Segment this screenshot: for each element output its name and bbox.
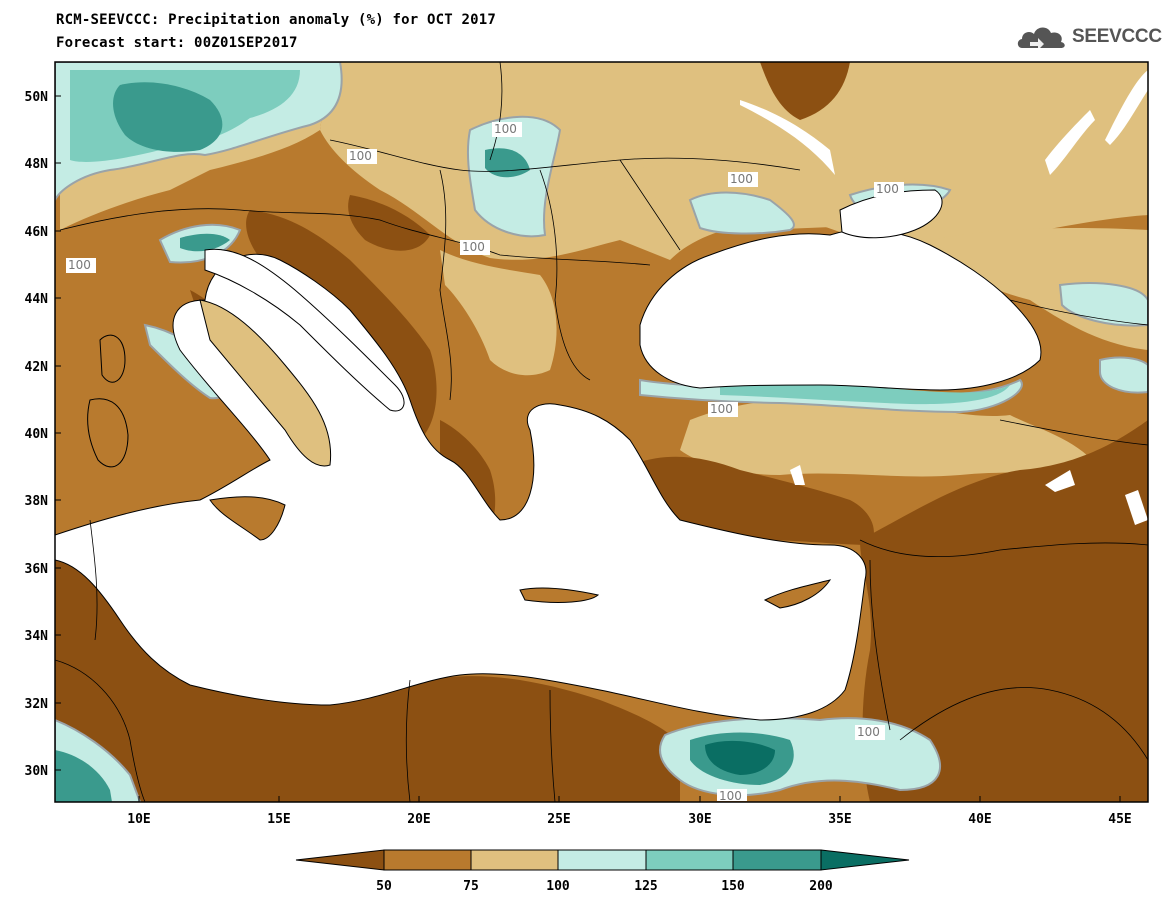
map-title: RCM-SEEVCCC: Precipitation anomaly (%) f… [56,12,497,28]
contour-label: 100 [492,122,522,137]
svg-text:100: 100 [710,402,733,416]
lon-label: 40E [968,812,991,827]
contour-label: 100 [728,172,758,187]
colorbar-segment-150-200 [732,849,822,871]
anomaly-below-50-middle-east [860,420,1148,802]
anomaly-below-50-north-africa [55,560,680,802]
lon-label: 30E [688,812,711,827]
colorbar-segment-125-150 [645,849,734,871]
crete [519,587,600,603]
colorbar-tick: 50 [376,879,392,894]
lon-label: 35E [828,812,851,827]
tyrrhenian-italy-cut [199,299,332,467]
svg-text:100: 100 [876,182,899,196]
sardinia [87,398,129,468]
lat-label: 46N [25,225,49,240]
colorbar-tick: 75 [463,879,479,894]
islands [87,334,832,609]
contour-label: 100 [460,240,490,255]
anomaly-field [55,62,1148,802]
colorbar [295,849,910,871]
svg-text:100: 100 [68,258,91,272]
anomaly-below-50-ukraine [760,62,850,120]
colorbar-segment-gt200 [820,849,910,871]
anomaly-75-100-turkey [680,398,1100,477]
contour-label: 100 [66,258,96,273]
contour-label: 100 [347,149,377,164]
svg-text:100: 100 [857,725,880,739]
lat-label: 42N [25,360,49,375]
lat-label: 40N [25,427,49,442]
latitude-axis: 50N 48N 46N 44N 42N 40N 38N 36N 34N 32N … [25,90,61,779]
svg-text:100: 100 [494,122,517,136]
map-frame [54,61,1149,803]
colorbar-tick: 150 [721,879,745,894]
lon-label: 15E [267,812,290,827]
svg-text:100: 100 [349,149,372,163]
lat-label: 44N [25,292,49,307]
lon-label: 10E [127,812,150,827]
sicily [209,496,286,541]
cloud-logo-icon [1017,27,1065,50]
contour-label: 100 [717,789,747,803]
lat-label: 30N [25,764,49,779]
lon-label: 25E [547,812,570,827]
lat-label: 32N [25,697,49,712]
lat-label: 34N [25,629,49,644]
lon-label: 20E [407,812,430,827]
colorbar-tick: 200 [809,879,833,894]
contour-label: 100 [874,182,904,197]
contour-label: 100 [855,725,885,740]
colorbar-tick: 125 [634,879,657,894]
black-sea [639,229,1042,391]
colorbar-segment-75-100 [470,849,559,871]
colorbar-segment-lt50 [295,849,385,871]
colorbar-segment-50-75 [383,849,472,871]
colorbar-ticks: 50 75 100 125 150 200 [376,879,833,894]
lat-label: 48N [25,157,49,172]
adriatic-sea [204,248,405,412]
lat-label: 36N [25,562,49,577]
lon-label: 45E [1108,812,1131,827]
country-borders [55,62,1148,802]
missing-data-patches [740,70,1148,525]
lat-label: 38N [25,494,49,509]
svg-text:100: 100 [730,172,753,186]
anomaly-75-100-balkans [440,250,557,376]
svg-text:100: 100 [462,240,485,254]
lat-label: 50N [25,90,49,105]
contour-label: 100 [708,402,738,417]
longitude-axis: 10E 15E 20E 25E 30E 35E 40E 45E [127,796,1132,827]
forecast-start-label: Forecast start: 00Z01SEP2017 [56,35,298,51]
contour-labels: 100 100 100 100 100 100 100 100 [66,122,904,803]
cyprus [763,579,832,609]
colorbar-segment-100-125 [557,849,647,871]
sea-areas [55,189,1042,721]
colorbar-tick: 100 [546,879,570,894]
corsica [99,334,126,383]
brand-logo: SEEVCCC [1016,22,1162,52]
brand-name: SEEVCCC [1072,26,1162,47]
svg-text:100: 100 [719,789,742,803]
